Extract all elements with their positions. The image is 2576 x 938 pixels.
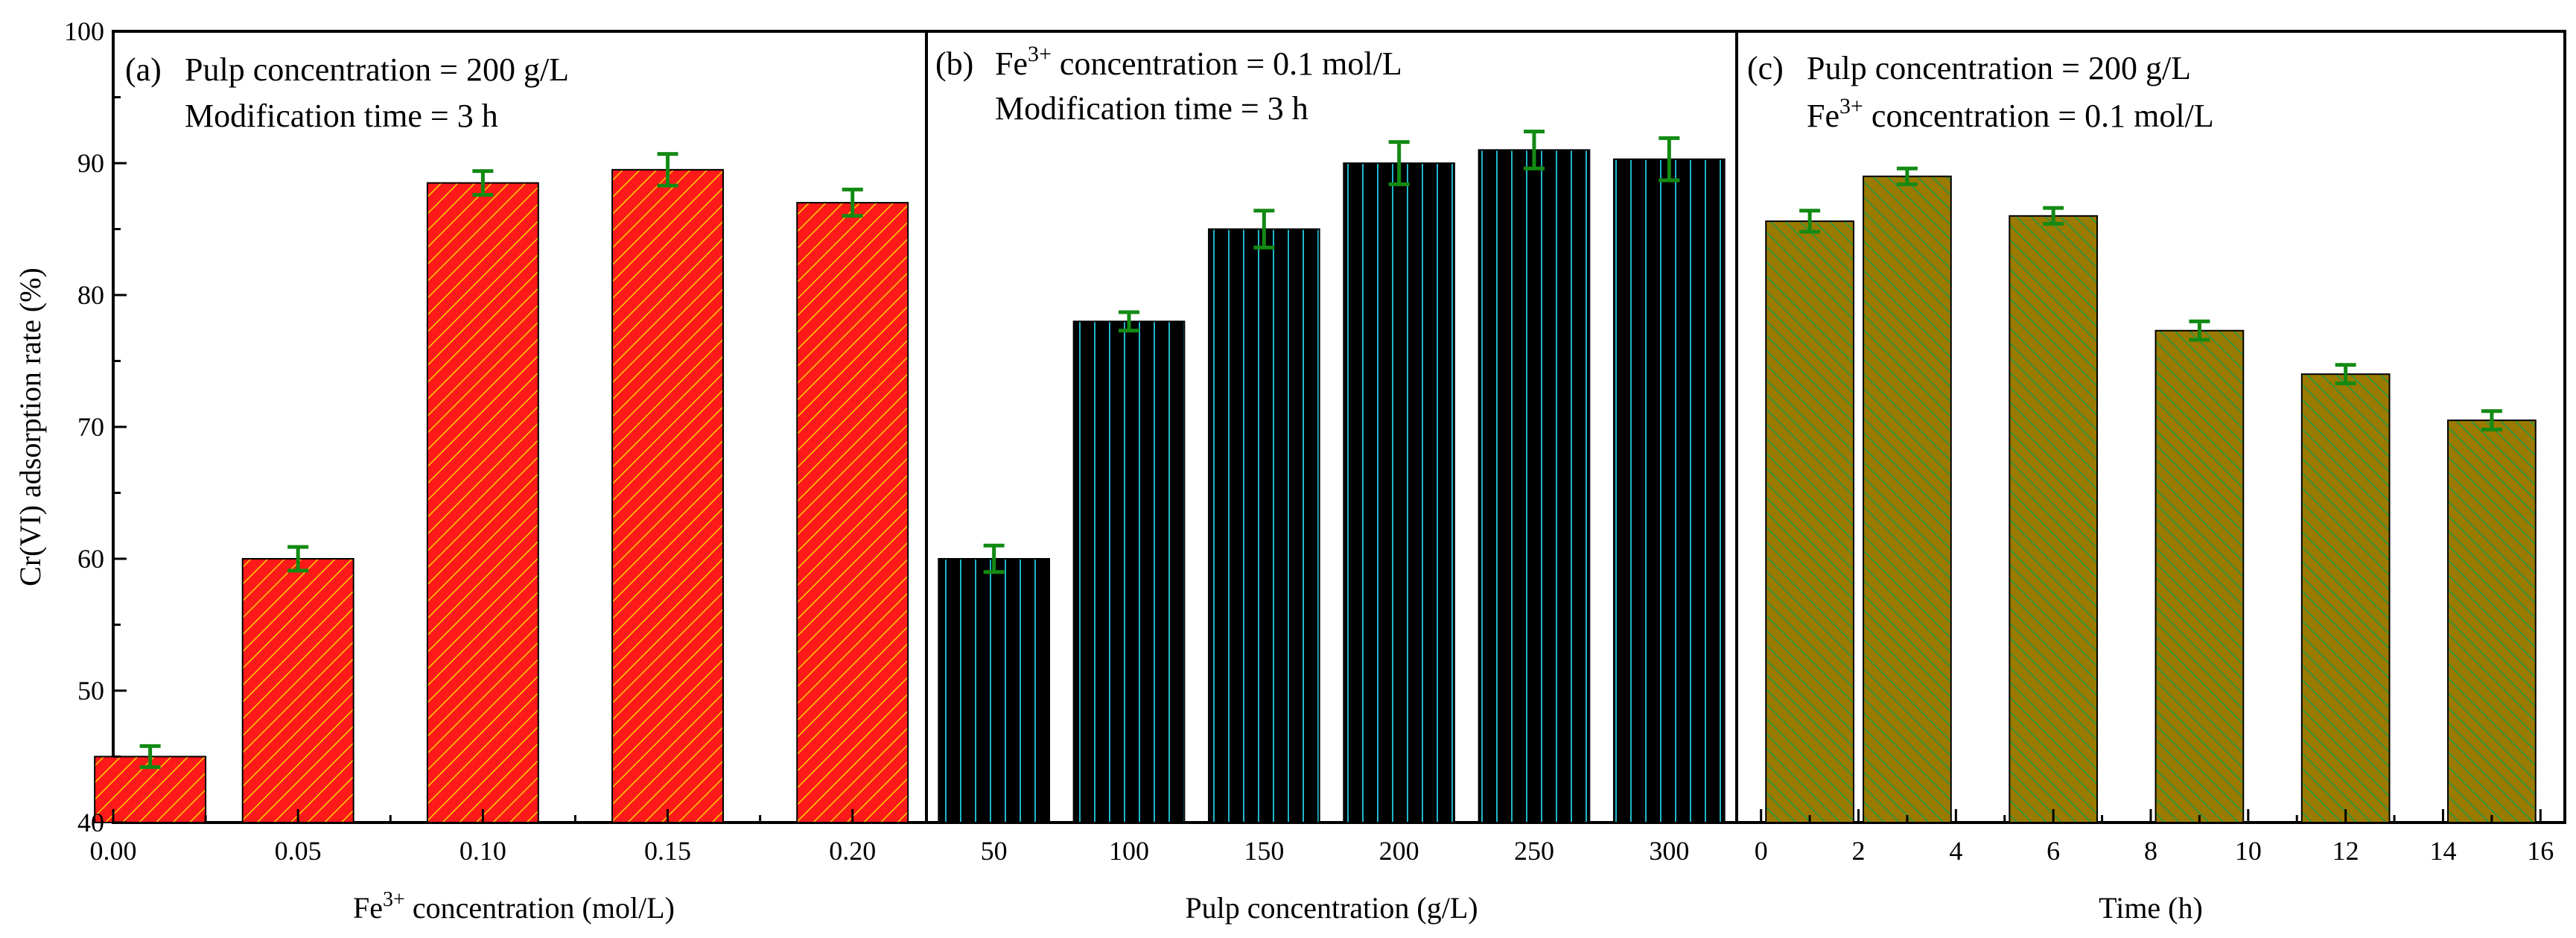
x-tick-label: 16 [2527,836,2554,866]
bar-4 [1478,149,1591,824]
panel-b-line2: Modification time = 3 h [995,90,1308,127]
x-tick-label: 100 [1109,836,1149,866]
x-tick-label: 10 [2235,836,2262,866]
panel-b-line1: Fe3+ concentration = 0.1 mol/L [995,42,1402,82]
x-axis-c: 0 2 4 6 8 10 12 14 16 [1755,809,2554,866]
y-axis: 40 50 60 70 80 90 100 [64,16,127,837]
y-axis-label: Cr(VI) adsorption rate (%) [13,267,47,586]
x-tick-label: 150 [1244,836,1284,866]
bar-2 [426,182,539,824]
panel-c: 0 2 4 6 8 10 12 14 16 (c) Pulp concentration = 2… [1735,30,2566,925]
x-tick-label: 0.20 [829,836,876,866]
bar-0 [938,558,1051,823]
panel-a-line2: Modification time = 3 h [185,98,498,134]
y-tick-label: 80 [77,280,104,310]
x-tick-label: 50 [981,836,1008,866]
bars-b [938,130,1726,824]
x-axis-a: 0.00 0.05 0.10 0.15 0.20 [90,809,876,866]
bar-3 [2154,329,2245,824]
panel-c-frame [1735,30,2566,824]
y-tick-label: 70 [77,412,104,442]
x-tick-label: 0.15 [644,836,691,866]
bar-1 [241,558,354,823]
y-tick-label: 40 [77,808,104,837]
panel-b-xlabel: Pulp concentration (g/L) [1185,891,1478,925]
bar-4 [796,202,909,824]
bar-1 [1863,175,1952,823]
x-tick-label: 250 [1514,836,1554,866]
y-tick-label: 90 [77,148,104,178]
bar-1 [1072,320,1186,823]
x-tick-label: 4 [1949,836,1962,866]
panel-a-tag: (a) [125,51,162,88]
bar-3 [1343,162,1456,823]
panel-b-tag: (b) [935,45,973,82]
bar-5 [2447,419,2537,823]
panel-c-xlabel: Time (h) [2099,891,2203,925]
bars-a [94,152,909,824]
x-tick-label: 0 [1755,836,1768,866]
bar-5 [1612,158,1726,823]
bar-4 [2300,373,2391,823]
panel-c-line1: Pulp concentration = 200 g/L [1807,50,2191,86]
panel-a: 0.00 0.05 0.10 0.15 0.20 (a) Pulp concentrat… [90,30,928,925]
x-tick-label: 8 [2144,836,2157,866]
x-tick-label: 300 [1649,836,1689,866]
bar-0 [1765,220,1854,823]
x-axis-b: 50 100 150 200 250 300 [981,809,1689,866]
x-tick-label: 6 [2047,836,2060,866]
x-tick-label: 14 [2429,836,2456,866]
y-tick-label: 50 [77,676,104,706]
bar-2 [2009,215,2099,823]
y-tick-label: 60 [77,544,104,574]
panel-c-tag: (c) [1747,50,1784,86]
panel-c-line2: Fe3+ concentration = 0.1 mol/L [1807,94,2214,134]
bar-3 [611,168,724,824]
panel-a-xlabel: Fe3+ concentration (mol/L) [353,888,675,925]
bar-2 [1207,228,1320,823]
x-tick-label: 0.10 [459,836,506,866]
x-tick-label: 0.00 [90,836,137,866]
x-tick-label: 2 [1852,836,1866,866]
x-tick-label: 12 [2332,836,2359,866]
bars-c [1765,166,2537,824]
x-tick-label: 200 [1379,836,1419,866]
y-tick-label: 100 [64,16,104,46]
panel-b: 50 100 150 200 250 300 (b) Fe3+ concentration… [925,30,1738,925]
x-tick-label: 0.05 [275,836,322,866]
panel-a-line1: Pulp concentration = 200 g/L [185,51,569,88]
